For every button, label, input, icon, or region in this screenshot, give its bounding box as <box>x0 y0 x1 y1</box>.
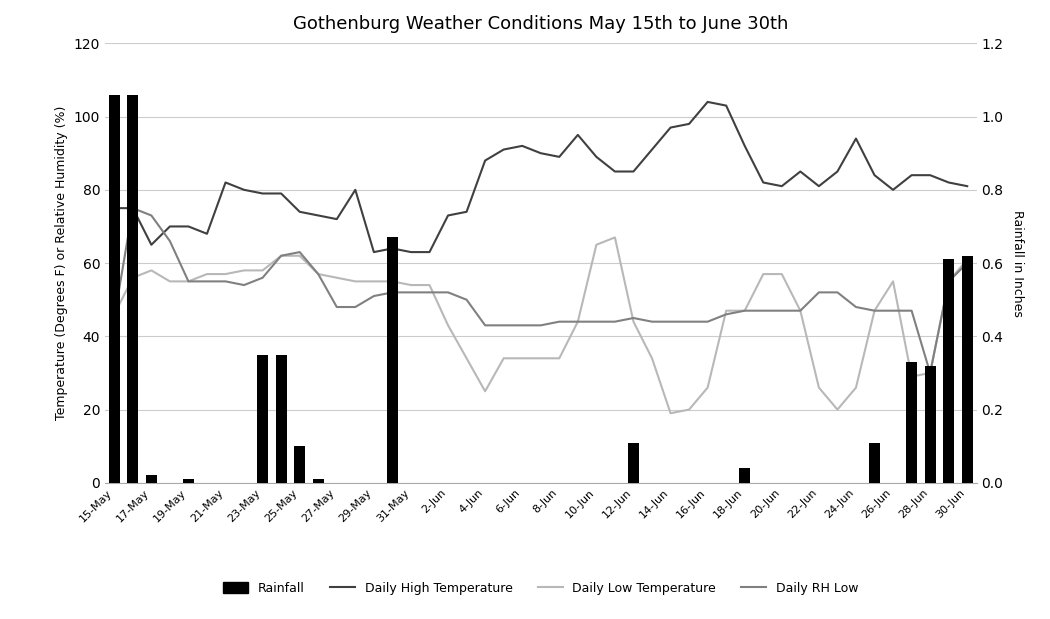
Bar <box>906 362 917 483</box>
Bar <box>127 95 139 483</box>
Bar <box>962 256 972 483</box>
Bar <box>739 468 751 483</box>
Bar <box>386 238 398 483</box>
Bar <box>294 446 306 483</box>
Bar <box>628 443 639 483</box>
Title: Gothenburg Weather Conditions May 15th to June 30th: Gothenburg Weather Conditions May 15th t… <box>293 15 789 33</box>
Bar <box>183 479 194 483</box>
Y-axis label: Rainfall in Inches: Rainfall in Inches <box>1011 210 1024 316</box>
Legend: Rainfall, Daily High Temperature, Daily Low Temperature, Daily RH Low: Rainfall, Daily High Temperature, Daily … <box>217 577 864 600</box>
Bar <box>275 355 287 483</box>
Bar <box>869 443 880 483</box>
Bar <box>943 259 954 483</box>
Bar <box>109 95 120 483</box>
Y-axis label: Temperature (Degrees F) or Relative Humidity (%): Temperature (Degrees F) or Relative Humi… <box>56 106 68 420</box>
Bar <box>146 475 156 483</box>
Bar <box>313 479 323 483</box>
Bar <box>257 355 268 483</box>
Bar <box>925 366 936 483</box>
